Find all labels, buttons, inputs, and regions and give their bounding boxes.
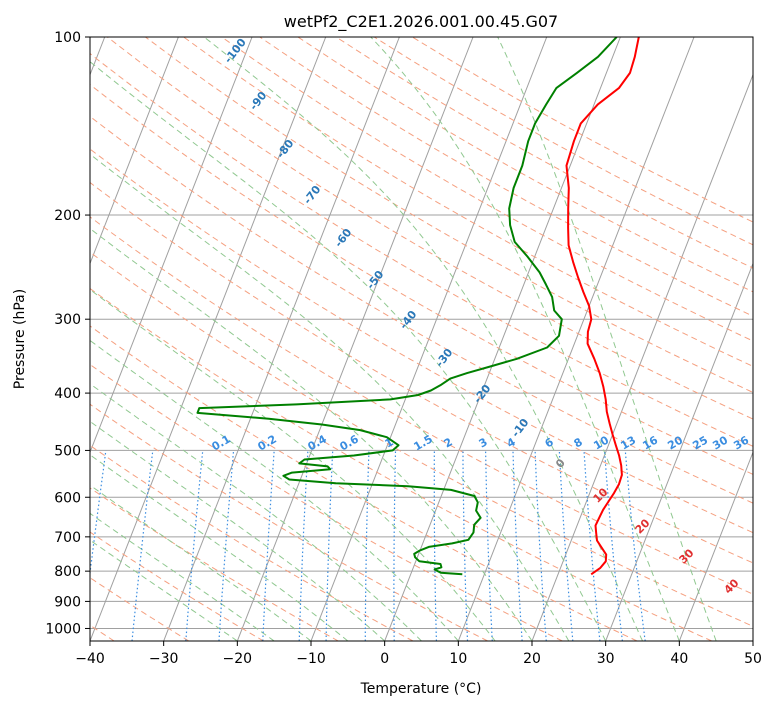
isotherm-line <box>163 37 400 641</box>
y-tick-label: 100 <box>54 30 81 46</box>
x-tick-label: 40 <box>670 651 688 667</box>
isotherm-line <box>90 37 327 641</box>
dry-adiabat-line <box>90 487 339 641</box>
x-tick-label: −10 <box>296 651 326 667</box>
moist-adiabat-line <box>90 227 533 641</box>
y-tick-label: 200 <box>54 208 81 224</box>
dry-adiabat-line <box>106 37 753 420</box>
dry-adiabat-line <box>90 403 488 641</box>
x-tick-label: 20 <box>523 651 541 667</box>
dry-adiabat-line <box>90 531 264 641</box>
y-tick-label: 400 <box>54 386 81 402</box>
dry-adiabat-line <box>90 181 753 564</box>
y-axis: 100 200 300 400 500 600 700 800 900 1000 <box>45 30 90 637</box>
x-tick-label: −40 <box>75 651 105 667</box>
mixing-ratio-line <box>131 450 154 641</box>
sounding-profiles <box>196 37 640 576</box>
x-tick-label: −20 <box>223 651 253 667</box>
dry-adiabat-line <box>90 363 563 641</box>
x-axis: −40 −30 −20 −10 0 10 20 30 40 50 <box>75 641 762 667</box>
y-tick-label: 600 <box>54 490 81 506</box>
isotherm-line <box>384 37 621 641</box>
moist-adiabat-line <box>90 288 496 641</box>
background-lines <box>90 37 753 641</box>
x-axis-label: Temperature (°C) <box>360 681 482 697</box>
dry-adiabat-line <box>90 325 638 641</box>
y-axis-label: Pressure (hPa) <box>12 289 28 389</box>
mixing-ratio-line <box>603 450 623 641</box>
y-tick-label: 1000 <box>45 621 81 637</box>
y-tick-label: 700 <box>54 530 81 546</box>
x-tick-label: −30 <box>149 651 179 667</box>
x-tick-label: 0 <box>380 651 389 667</box>
dry-adiabat-line <box>90 115 753 504</box>
mixing-ratio-line <box>90 450 107 579</box>
dewpoint-profile-line <box>196 37 618 576</box>
isotherm-line <box>90 37 253 454</box>
moist-adiabat-line <box>203 37 643 641</box>
isotherm-line <box>236 37 474 641</box>
dry-adiabat-line <box>90 84 753 475</box>
y-tick-label: 300 <box>54 312 81 328</box>
y-tick-label: 500 <box>54 443 81 459</box>
plot-frame <box>89 36 754 642</box>
x-tick-label: 50 <box>744 651 762 667</box>
temperature-profile-line <box>565 37 640 576</box>
moist-adiabat-line <box>497 37 717 641</box>
dry-adiabat-line <box>90 251 753 627</box>
moist-adiabat-line <box>370 37 680 641</box>
y-tick-label: 900 <box>54 594 81 610</box>
isotherm-line <box>531 73 753 641</box>
dry-adiabat-line <box>90 444 414 641</box>
moist-adiabat-line <box>90 454 349 641</box>
chart-title: wetPf2_C2E1.2026.001.00.45.G07 <box>284 12 558 32</box>
isotherm-line <box>605 262 753 641</box>
y-tick-label: 800 <box>54 564 81 580</box>
mixing-ratio-line <box>624 450 646 641</box>
moist-adiabat-line <box>90 420 386 641</box>
dry-adiabat-line <box>90 216 753 595</box>
dry-adiabat-line <box>90 52 753 447</box>
x-tick-label: 30 <box>597 651 615 667</box>
moist-adiabat-line <box>90 383 422 641</box>
dry-adiabat-line <box>221 37 753 342</box>
moist-adiabat-line <box>90 153 570 641</box>
x-tick-label: 10 <box>449 651 467 667</box>
isotherm-line <box>678 450 753 641</box>
isotherm-line <box>457 37 695 641</box>
isotherm-line <box>90 37 179 265</box>
